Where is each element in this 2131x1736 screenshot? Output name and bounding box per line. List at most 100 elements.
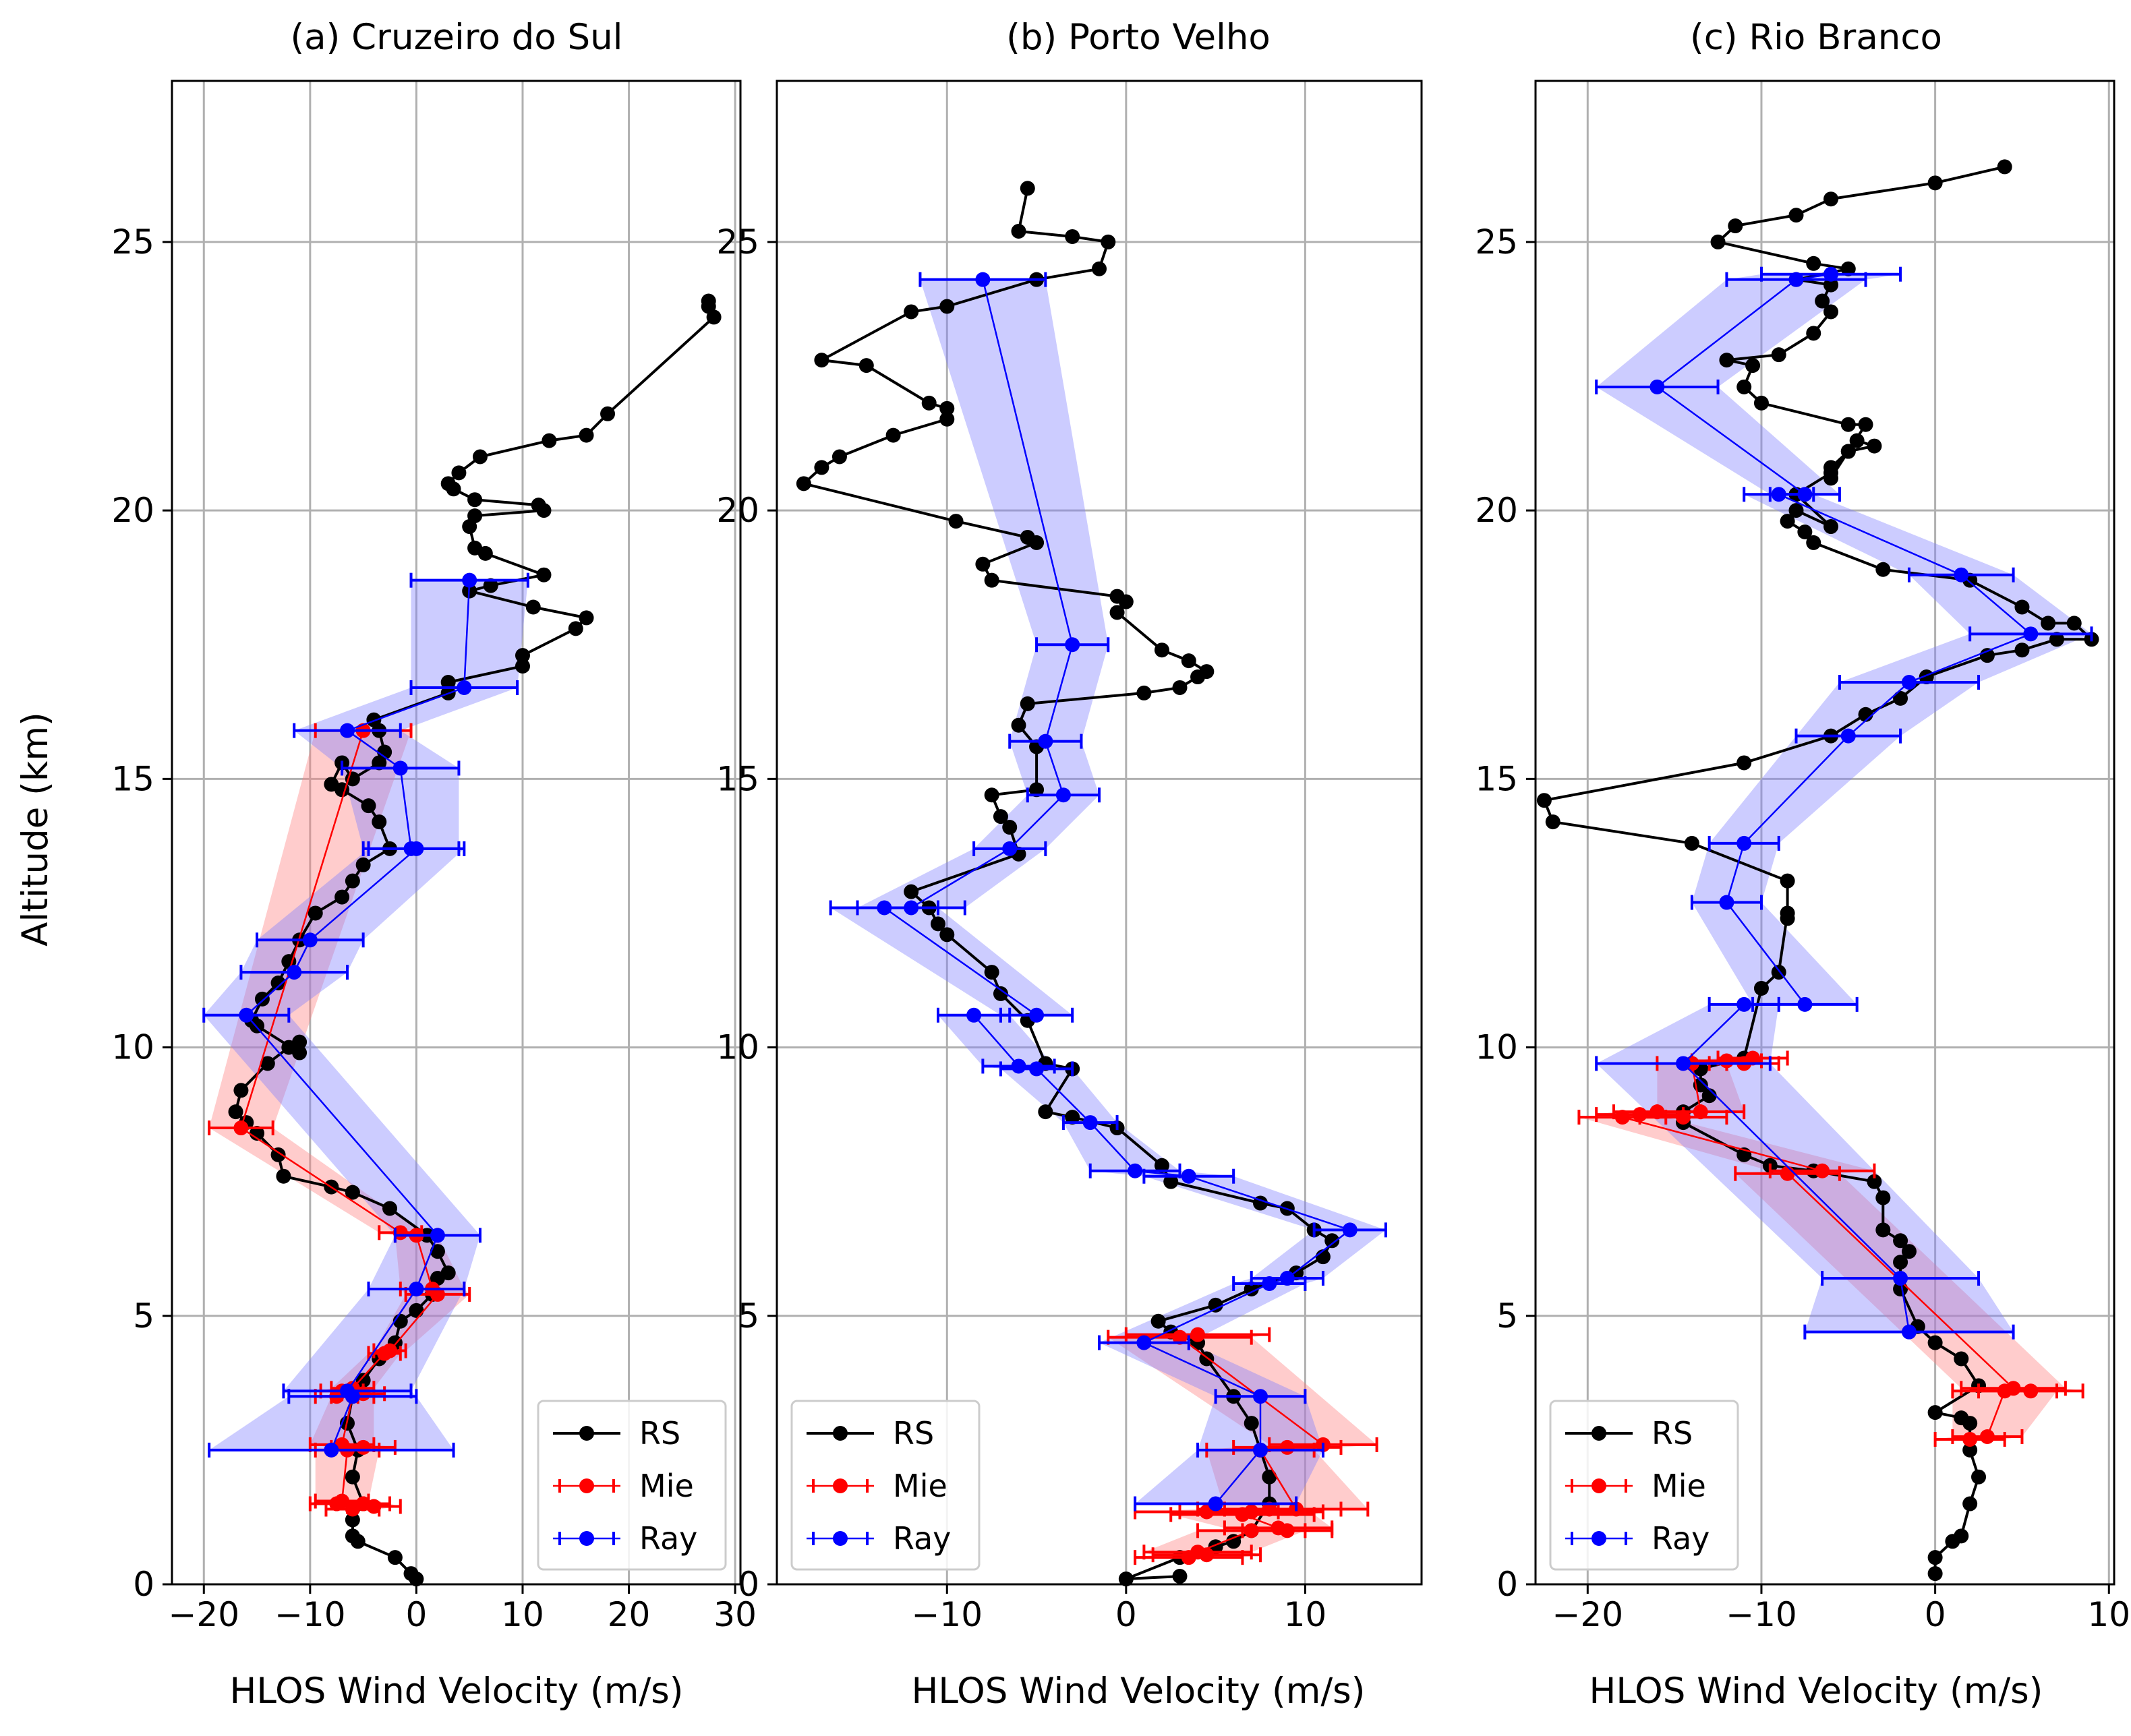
rs-point <box>831 449 847 465</box>
ray-point <box>1029 1007 1045 1023</box>
legend-marker-rs <box>579 1426 594 1441</box>
rs-point <box>355 857 371 872</box>
rs-point <box>292 1045 308 1060</box>
legend-label-rs: RS <box>893 1415 934 1451</box>
ray-point <box>339 1383 355 1399</box>
x-tick-label: 10 <box>1284 1595 1327 1634</box>
ray-point <box>1082 1115 1098 1131</box>
rs-point <box>515 648 530 663</box>
rs-point <box>1172 1569 1188 1584</box>
rs-point <box>1262 1469 1277 1485</box>
ray-point <box>1128 1163 1143 1178</box>
ray-point <box>1253 1389 1268 1404</box>
x-tick-label: −10 <box>912 1595 983 1634</box>
ray-point <box>339 723 355 738</box>
y-tick-label: 10 <box>111 1028 154 1067</box>
rs-point <box>1788 503 1804 518</box>
panel-c: (c) Rio Branco −20 −10 0 10 0 5 10 15 20 25 RS Mie R… <box>1475 17 2130 1712</box>
rs-point <box>858 358 874 373</box>
rs-point <box>948 514 964 529</box>
ray-point <box>1676 1056 1691 1071</box>
ray-point <box>1181 1168 1196 1184</box>
legend-label-mie: Mie <box>639 1468 694 1504</box>
rs-point <box>1163 1174 1179 1189</box>
rs-point <box>483 578 498 593</box>
rs-point <box>1875 1190 1891 1205</box>
ray-point <box>1788 272 1804 287</box>
ray-point <box>457 680 472 695</box>
panel-b-plot: −10 0 10 0 5 10 15 20 25 RS Mie Ray <box>716 80 1423 1634</box>
rs-point <box>1806 535 1821 550</box>
rs-point <box>1840 417 1856 432</box>
rs-point <box>1962 1442 1978 1458</box>
rs-point <box>1954 1351 1969 1367</box>
rs-point <box>1927 1335 1943 1350</box>
rs-point <box>1011 224 1026 239</box>
rs-point <box>1736 379 1752 394</box>
legend-marker-ray <box>579 1531 594 1546</box>
legend-marker-mie <box>1592 1478 1606 1493</box>
legend-label-mie: Mie <box>1652 1468 1706 1504</box>
ray-series-line <box>245 580 471 1451</box>
mie-point <box>1279 1523 1295 1538</box>
rs-point <box>1806 256 1821 271</box>
rs-point <box>1823 304 1839 320</box>
rs-point <box>345 1512 360 1528</box>
x-tick-label: 30 <box>713 1595 757 1634</box>
mie-point <box>1962 1431 1978 1447</box>
rs-point <box>372 814 387 830</box>
rs-point <box>1154 642 1169 658</box>
mie-point <box>233 1120 249 1136</box>
ray-point <box>409 1281 424 1296</box>
ray-point <box>2023 626 2039 642</box>
mie-point <box>1719 1053 1734 1069</box>
ray-point <box>1011 1058 1026 1074</box>
rs-point <box>1849 433 1865 448</box>
rs-point <box>701 293 716 309</box>
rs-point <box>440 1265 456 1281</box>
rs-point <box>536 567 552 582</box>
rs-point <box>1118 1572 1134 1587</box>
rs-point <box>440 476 456 491</box>
mie-point <box>1190 1545 1206 1560</box>
panel-b: (b) Porto Velho −10 0 10 0 5 10 15 20 25 RS Mie Ray… <box>716 17 1423 1712</box>
rs-point <box>1840 261 1856 276</box>
rs-point <box>467 492 483 508</box>
rs-point <box>515 659 530 674</box>
rs-point <box>1136 685 1152 700</box>
rs-point <box>1927 1405 1943 1420</box>
rs-point <box>1893 690 1908 706</box>
rs-point <box>579 427 594 443</box>
y-tick-label: 15 <box>716 759 759 798</box>
panel-a-title: (a) Cruzeiro do Sul <box>291 17 623 58</box>
ray-point <box>1038 734 1053 749</box>
rs-point <box>904 304 919 320</box>
ray-point <box>462 572 477 588</box>
ray-point <box>1901 1324 1917 1340</box>
rs-point <box>2049 632 2064 647</box>
mie-point <box>355 1439 371 1455</box>
mie-uncertainty-band <box>209 730 470 1509</box>
ray-point <box>430 1228 445 1243</box>
rs-point <box>345 1185 360 1200</box>
rs-point <box>2066 616 2082 631</box>
legend-marker-ray <box>833 1531 848 1546</box>
x-tick-label: 10 <box>501 1595 544 1634</box>
panel-c-plot: −20 −10 0 10 0 5 10 15 20 25 RS Mie Ray <box>1475 80 2130 1634</box>
rs-point <box>1780 873 1795 889</box>
rs-point <box>345 1528 360 1544</box>
legend-label-ray: Ray <box>639 1520 697 1557</box>
rs-point <box>440 675 456 690</box>
panel-a-xlabel: HLOS Wind Velocity (m/s) <box>230 1671 684 1712</box>
legend-box <box>1549 1400 1739 1571</box>
mie-uncertainty-band <box>1108 1334 1377 1558</box>
rs-point <box>334 889 350 905</box>
mie-point <box>329 1496 345 1511</box>
ray-point <box>1840 728 1856 744</box>
y-tick-label: 20 <box>1475 491 1518 530</box>
rs-point <box>939 299 955 314</box>
mie-point <box>1815 1163 1830 1178</box>
mie-point <box>382 1343 398 1358</box>
rs-point <box>1536 793 1552 808</box>
ray-point <box>1136 1335 1152 1350</box>
